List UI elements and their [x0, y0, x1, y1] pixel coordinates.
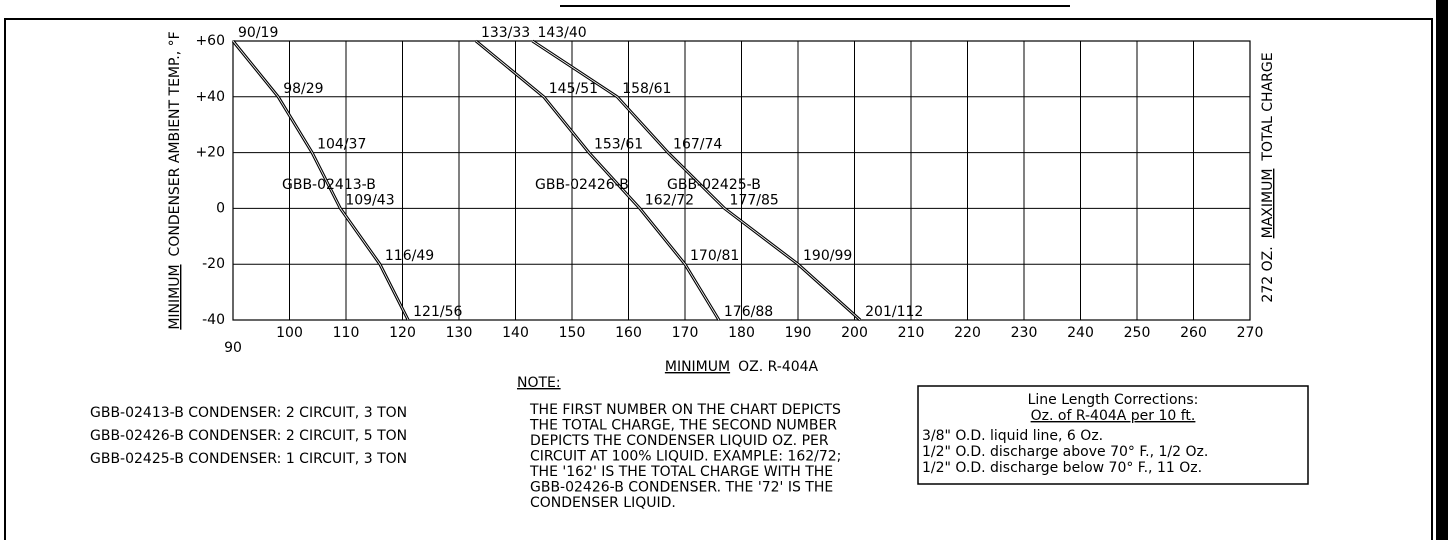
x-tick-label: 150: [559, 325, 586, 341]
corrections-title: Line Length Corrections:: [1028, 392, 1199, 408]
condenser-line: GBB-02426-B CONDENSER: 2 CIRCUIT, 5 TON: [90, 428, 407, 444]
note-line: THE TOTAL CHARGE, THE SECOND NUMBER: [529, 418, 837, 434]
x-tick-label: 210: [898, 325, 925, 341]
y-tick-label: 0: [216, 200, 225, 216]
point-label: 162/72: [645, 192, 694, 208]
point-label: 170/81: [690, 248, 739, 264]
series-label: GBB-02426-B: [535, 177, 629, 193]
y2-axis-label: 272 OZ. MAXIMUM TOTAL CHARGE: [1260, 52, 1276, 302]
point-label: 145/51: [549, 81, 598, 97]
point-label: 90/19: [238, 25, 278, 41]
x-tick-label: 90: [224, 340, 242, 356]
point-label: 121/56: [413, 304, 462, 320]
x-tick-label: 100: [276, 325, 303, 341]
x-axis-label-part: MINIMUM: [665, 359, 730, 375]
point-label: 201/112: [865, 304, 923, 320]
y-tick-label: +20: [195, 145, 225, 161]
point-label: 177/85: [730, 192, 779, 208]
note-line: DEPICTS THE CONDENSER LIQUID OZ. PER: [530, 433, 829, 449]
point-label: 167/74: [673, 137, 722, 153]
condenser-line: GBB-02425-B CONDENSER: 1 CIRCUIT, 3 TON: [90, 451, 407, 467]
x-tick-label: 110: [333, 325, 360, 341]
y2-axis-label-part: MAXIMUM: [1260, 169, 1276, 239]
x-tick-label: 160: [615, 325, 642, 341]
series-label: GBB-02425-B: [667, 177, 761, 193]
y-axis-label: MINIMUM CONDENSER AMBIENT TEMP., °F: [167, 31, 183, 329]
point-label: 109/43: [345, 192, 394, 208]
point-label: 98/29: [283, 81, 323, 97]
note-line: CONDENSER LIQUID.: [530, 495, 676, 511]
y2-axis-label-part: TOTAL CHARGE: [1260, 52, 1276, 161]
x-tick-label: 190: [785, 325, 812, 341]
x-tick-label: 240: [1067, 325, 1094, 341]
x-tick-label: 120: [389, 325, 416, 341]
series-line-inner: [475, 40, 720, 321]
series-line-inner: [232, 40, 409, 321]
point-label: 143/40: [537, 25, 586, 41]
condenser-line: GBB-02413-B CONDENSER: 2 CIRCUIT, 3 TON: [90, 405, 407, 421]
y2-axis-label-part: 272 OZ.: [1260, 246, 1276, 302]
y-axis-label-underlined: MINIMUM: [167, 264, 183, 329]
series-label: GBB-02413-B: [282, 177, 376, 193]
side-bar: [1436, 0, 1448, 540]
y-axis-label-rest: CONDENSER AMBIENT TEMP., °F: [167, 31, 183, 256]
corrections-subtitle: Oz. of R-404A per 10 ft.: [1031, 408, 1196, 424]
point-label: 153/61: [594, 137, 643, 153]
x-tick-label: 230: [1011, 325, 1038, 341]
x-tick-label: 180: [728, 325, 755, 341]
corrections-box: [917, 385, 1309, 485]
note-line: CIRCUIT AT 100% LIQUID. EXAMPLE: 162/72;: [530, 449, 841, 465]
y-tick-label: -40: [202, 312, 225, 328]
x-tick-label: 220: [954, 325, 981, 341]
correction-line: 3/8" O.D. liquid line, 6 Oz.: [922, 428, 1103, 444]
series-line-inner: [532, 40, 861, 321]
x-tick-label: 250: [1124, 325, 1151, 341]
point-label: 158/61: [622, 81, 671, 97]
point-label: 176/88: [724, 304, 773, 320]
note-line: THE FIRST NUMBER ON THE CHART DEPICTS: [529, 402, 841, 418]
note-line: GBB-02426-B CONDENSER. THE '72' IS THE: [530, 480, 833, 496]
y-tick-label: +60: [195, 33, 225, 49]
y-tick-label: +40: [195, 89, 225, 105]
point-label: 190/99: [803, 248, 852, 264]
x-tick-label: 170: [672, 325, 699, 341]
x-tick-label: 130: [446, 325, 473, 341]
point-label: 116/49: [385, 248, 434, 264]
correction-line: 1/2" O.D. discharge below 70° F., 11 Oz.: [922, 460, 1202, 476]
x-axis-label: MINIMUM OZ. R-404A: [665, 359, 819, 375]
x-tick-label: 260: [1180, 325, 1207, 341]
x-tick-label: 140: [502, 325, 529, 341]
note-line: THE '162' IS THE TOTAL CHARGE WITH THE: [529, 464, 833, 480]
note-title: NOTE:: [517, 375, 561, 391]
y-tick-label: -20: [202, 256, 225, 272]
x-tick-label: 270: [1237, 325, 1264, 341]
frame: [4, 18, 1433, 540]
x-tick-label: 200: [841, 325, 868, 341]
correction-line: 1/2" O.D. discharge above 70° F., 1/2 Oz…: [922, 444, 1208, 460]
point-label: 133/33: [481, 25, 530, 41]
point-label: 104/37: [317, 137, 366, 153]
x-axis-label-part: OZ. R-404A: [738, 359, 818, 375]
